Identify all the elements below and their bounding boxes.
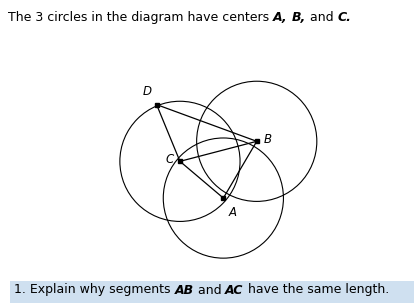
Text: 1. Explain why segments: 1. Explain why segments — [14, 283, 174, 297]
Text: AB: AB — [174, 283, 194, 297]
Text: The 3 circles in the diagram have centers: The 3 circles in the diagram have center… — [8, 11, 273, 24]
Text: have the same length.: have the same length. — [244, 283, 389, 297]
Text: A: A — [228, 207, 236, 219]
Text: C: C — [165, 153, 173, 166]
Text: D: D — [142, 85, 152, 98]
Text: and: and — [194, 283, 225, 297]
Text: B,: B, — [292, 11, 306, 24]
Text: C.: C. — [338, 11, 352, 24]
Text: AC: AC — [225, 283, 244, 297]
Text: B: B — [263, 133, 271, 146]
Text: A,: A, — [273, 11, 288, 24]
Text: and: and — [306, 11, 338, 24]
